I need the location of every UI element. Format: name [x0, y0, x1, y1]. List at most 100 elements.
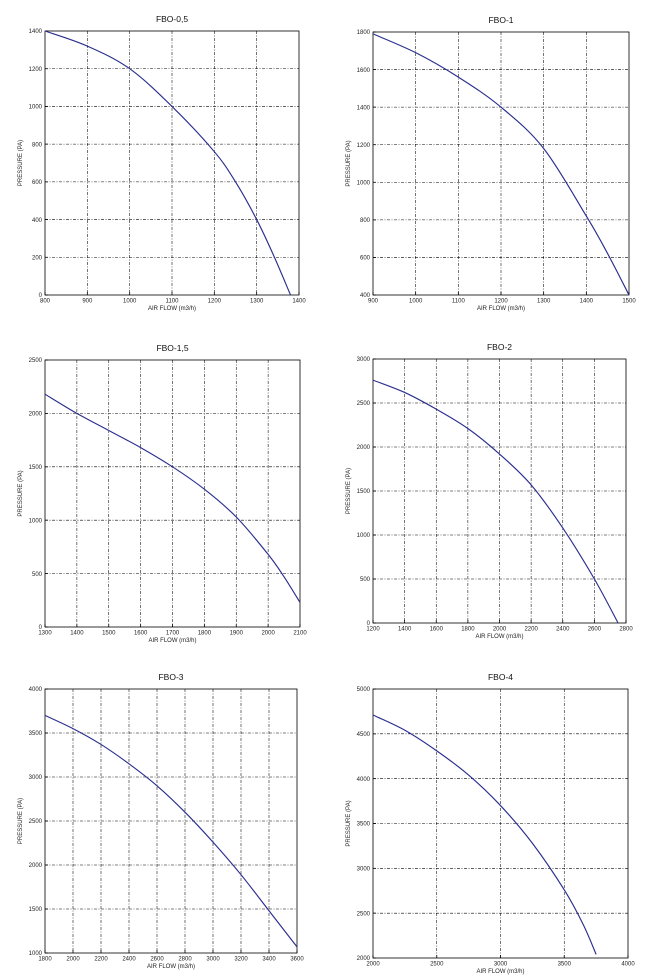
- chart-title: FBO-3: [158, 672, 183, 682]
- x-axis-label: AIR FLOW (m3/h): [476, 969, 524, 975]
- x-axis-label: AIR FLOW (m3/h): [148, 306, 196, 312]
- y-tick-label: 3500: [357, 822, 371, 828]
- x-tick-label: 1200: [494, 299, 508, 305]
- x-tick-label: 2800: [178, 957, 192, 963]
- x-tick-label: 3500: [558, 962, 572, 968]
- y-tick-label: 1500: [29, 907, 43, 913]
- series-line: [44, 393, 301, 603]
- chart-title: FBO-1,5: [156, 343, 188, 353]
- y-tick-label: 2500: [29, 819, 43, 825]
- y-tick-label: 2500: [357, 911, 371, 917]
- x-tick-label: 2400: [122, 957, 136, 963]
- x-tick-label: 2000: [366, 962, 380, 968]
- y-tick-label: 1600: [357, 68, 371, 74]
- x-tick-label: 1100: [452, 299, 466, 305]
- x-tick-label: 1800: [461, 627, 475, 633]
- y-tick-label: 1200: [357, 143, 371, 149]
- x-tick-label: 1400: [70, 631, 84, 637]
- x-tick-label: 3000: [206, 957, 220, 963]
- x-axis-label: AIR FLOW (m3/h): [148, 638, 196, 644]
- x-axis-label: AIR FLOW (m3/h): [147, 964, 195, 970]
- x-tick-label: 3000: [494, 962, 508, 968]
- y-tick-label: 400: [32, 218, 43, 224]
- x-tick-label: 1500: [622, 299, 636, 305]
- x-axis-label: AIR FLOW (m3/h): [475, 634, 523, 640]
- y-tick-label: 600: [360, 256, 371, 262]
- x-tick-label: 2500: [430, 962, 444, 968]
- x-axis-label: AIR FLOW (m3/h): [477, 306, 525, 312]
- series-line: [44, 30, 292, 296]
- y-axis-label: PRESSURE (PA): [346, 140, 352, 186]
- y-tick-label: 5000: [357, 687, 371, 693]
- x-tick-label: 1400: [580, 299, 594, 305]
- x-tick-label: 800: [40, 299, 51, 305]
- y-tick-label: 0: [39, 625, 43, 631]
- x-tick-label: 3400: [262, 957, 276, 963]
- y-tick-label: 1500: [357, 489, 371, 495]
- x-tick-label: 1400: [292, 299, 306, 305]
- y-tick-label: 1000: [357, 180, 371, 186]
- x-tick-label: 1300: [38, 631, 52, 637]
- y-tick-label: 1000: [29, 518, 43, 524]
- x-tick-label: 1500: [102, 631, 116, 637]
- y-tick-label: 1200: [29, 67, 43, 73]
- x-tick-label: 900: [368, 299, 379, 305]
- y-tick-label: 2000: [357, 956, 371, 962]
- y-tick-label: 0: [39, 293, 43, 299]
- y-tick-label: 1500: [29, 465, 43, 471]
- x-tick-label: 1600: [430, 627, 444, 633]
- x-tick-label: 3600: [290, 957, 304, 963]
- y-tick-label: 3500: [29, 731, 43, 737]
- y-axis-label: PRESSURE (PA): [18, 140, 24, 186]
- x-tick-label: 1200: [208, 299, 222, 305]
- x-tick-label: 1300: [537, 299, 551, 305]
- y-tick-label: 3000: [357, 867, 371, 873]
- y-tick-label: 800: [360, 218, 371, 224]
- series-line: [372, 379, 619, 624]
- y-tick-label: 1000: [357, 533, 371, 539]
- x-tick-label: 2000: [493, 627, 507, 633]
- x-tick-label: 2600: [150, 957, 164, 963]
- y-tick-label: 4000: [29, 687, 43, 693]
- x-tick-label: 2600: [588, 627, 602, 633]
- y-axis-label: PRESSURE (PA): [18, 798, 24, 844]
- y-tick-label: 4500: [357, 732, 371, 738]
- x-tick-label: 3200: [234, 957, 248, 963]
- x-tick-label: 1200: [366, 627, 380, 633]
- x-tick-label: 2200: [524, 627, 538, 633]
- y-tick-label: 600: [32, 180, 43, 186]
- x-tick-label: 2800: [619, 627, 633, 633]
- x-tick-label: 1800: [38, 957, 52, 963]
- y-tick-label: 1800: [357, 30, 371, 36]
- x-tick-label: 1900: [230, 631, 244, 637]
- y-tick-label: 500: [32, 572, 43, 578]
- y-tick-label: 1400: [357, 105, 371, 111]
- y-axis-label: PRESSURE (PA): [346, 468, 352, 514]
- y-axis-label: PRESSURE (PA): [18, 470, 24, 516]
- y-tick-label: 2000: [357, 445, 371, 451]
- y-tick-label: 200: [32, 255, 43, 261]
- y-tick-label: 3000: [29, 775, 43, 781]
- y-tick-label: 4000: [357, 777, 371, 783]
- y-tick-label: 500: [360, 577, 371, 583]
- chart-title: FBO-4: [488, 672, 513, 682]
- chart-title: FBO-1: [488, 15, 513, 25]
- x-tick-label: 2000: [66, 957, 80, 963]
- y-tick-label: 3000: [357, 357, 371, 363]
- y-tick-label: 2000: [29, 863, 43, 869]
- x-tick-label: 1300: [250, 299, 264, 305]
- y-axis-label: PRESSURE (PA): [346, 800, 352, 846]
- chart-title: FBO-0,5: [156, 14, 188, 24]
- x-tick-label: 1400: [398, 627, 412, 633]
- x-tick-label: 1800: [198, 631, 212, 637]
- series-line: [372, 33, 630, 296]
- chart-title: FBO-2: [487, 342, 512, 352]
- y-tick-label: 800: [32, 142, 43, 148]
- x-tick-label: 2100: [293, 631, 307, 637]
- series-line: [372, 714, 597, 955]
- x-tick-label: 1100: [166, 299, 180, 305]
